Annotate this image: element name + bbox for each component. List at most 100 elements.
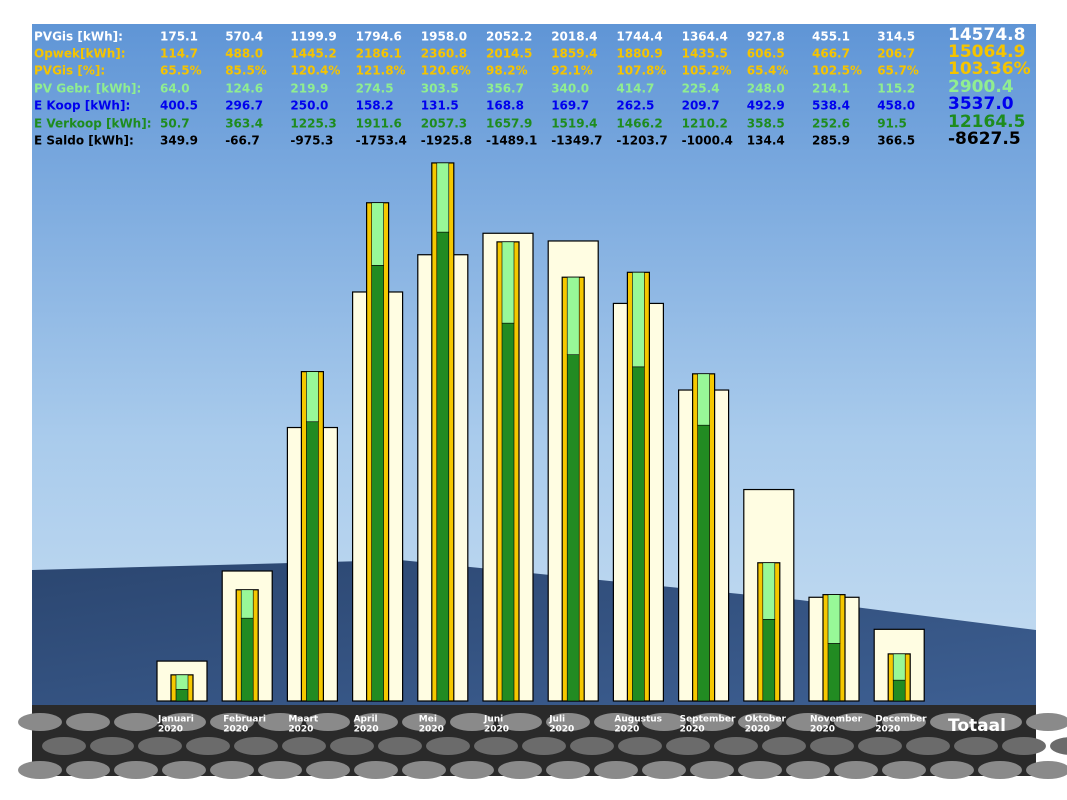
x-tick-sublabel: 2020 <box>614 725 639 735</box>
cell-value: 2360.8 <box>421 47 467 61</box>
cell-value: 168.8 <box>486 99 524 113</box>
tile <box>978 713 1022 731</box>
cell-value: 65.4% <box>747 64 789 78</box>
cell-value: 114.7 <box>160 47 198 61</box>
stack-bar <box>240 617 254 702</box>
tile <box>354 713 398 731</box>
tile <box>1002 737 1046 755</box>
cell-value: 466.7 <box>812 47 850 61</box>
x-tick-label: Augustus <box>614 715 662 725</box>
cell-value: 1744.4 <box>616 30 662 44</box>
cell-value: 363.4 <box>225 117 263 131</box>
cell-value: 2052.2 <box>486 30 532 44</box>
stack-bar <box>697 373 710 426</box>
x-tick-sublabel: 2020 <box>158 725 183 735</box>
cell-value: 358.5 <box>747 117 785 131</box>
cell-value: 340.0 <box>551 82 589 96</box>
stack-bar <box>501 322 515 702</box>
tile <box>810 737 854 755</box>
cell-value: 98.2% <box>486 64 528 78</box>
cell-value: 252.6 <box>812 117 850 131</box>
tile <box>378 737 422 755</box>
tile <box>162 713 206 731</box>
cell-value: 2014.5 <box>486 47 532 61</box>
cell-value: 219.9 <box>290 82 328 96</box>
cell-value: 102.5% <box>812 64 862 78</box>
cell-value: 927.8 <box>747 30 785 44</box>
tile <box>1026 761 1067 779</box>
row-label: PVGis [%]: <box>34 64 105 78</box>
cell-value: 303.5 <box>421 82 459 96</box>
stack-bar <box>306 421 319 702</box>
cell-value: 65.5% <box>160 64 202 78</box>
cell-value: 169.7 <box>551 99 589 113</box>
row-total: 103.36% <box>948 59 1031 79</box>
row-total: 12164.5 <box>948 112 1025 132</box>
tile <box>138 737 182 755</box>
cell-value: 400.5 <box>160 99 198 113</box>
cell-value: 262.5 <box>616 99 654 113</box>
stack-bar <box>501 241 515 324</box>
stack-bar <box>175 674 189 690</box>
tile <box>690 761 734 779</box>
cell-value: 120.6% <box>421 64 471 78</box>
stack-bar <box>762 618 776 702</box>
tile <box>762 737 806 755</box>
cell-value: 248.0 <box>747 82 785 96</box>
x-tick-label: Februari <box>223 715 266 725</box>
tile <box>1026 713 1067 731</box>
tile <box>450 713 494 731</box>
cell-value: 2057.3 <box>421 117 467 131</box>
tile <box>42 737 86 755</box>
x-tick-sublabel: 2020 <box>680 725 705 735</box>
stack-bar <box>240 589 254 619</box>
cell-value: 1519.4 <box>551 117 597 131</box>
cell-value: 570.4 <box>225 30 263 44</box>
stack-bar <box>762 562 776 620</box>
cell-value: 1958.0 <box>421 30 467 44</box>
row-total: 15064.9 <box>948 42 1025 62</box>
cell-value: -1489.1 <box>486 134 537 148</box>
x-tick-sublabel: 2020 <box>484 725 509 735</box>
stack-bar <box>827 594 841 644</box>
cell-value: 214.1 <box>812 82 850 96</box>
tile <box>786 713 830 731</box>
stack-bar <box>306 371 319 423</box>
tile <box>162 761 206 779</box>
stack-bar <box>566 354 580 702</box>
x-tick-label: Oktober <box>745 715 787 725</box>
tile <box>786 761 830 779</box>
tile <box>690 713 734 731</box>
tile <box>666 737 710 755</box>
cell-value: -1000.4 <box>682 134 733 148</box>
cell-value: 366.5 <box>877 134 915 148</box>
cell-value: 296.7 <box>225 99 263 113</box>
tile <box>66 713 110 731</box>
cell-value: 458.0 <box>877 99 915 113</box>
stack-bar <box>632 272 645 368</box>
stack-bar <box>436 162 450 233</box>
cell-value: 131.5 <box>421 99 459 113</box>
cell-value: 124.6 <box>225 82 263 96</box>
row-label: E Saldo [kWh]: <box>34 134 134 148</box>
x-tick-label: Januari <box>157 715 194 725</box>
row-label: PV Gebr. [kWh]: <box>34 82 141 96</box>
cell-value: 285.9 <box>812 134 850 148</box>
stack-bar <box>827 643 841 702</box>
x-tick-label: Juni <box>483 715 503 725</box>
cell-value: 115.2 <box>877 82 915 96</box>
cell-value: 107.8% <box>616 64 666 78</box>
cell-value: 1225.3 <box>290 117 336 131</box>
tile <box>114 713 158 731</box>
cell-value: 91.5 <box>877 117 907 131</box>
row-label: E Koop [kWh]: <box>34 99 130 113</box>
tile <box>906 737 950 755</box>
cell-value: 206.7 <box>877 47 915 61</box>
cell-value: 274.5 <box>356 82 394 96</box>
cell-value: -66.7 <box>225 134 260 148</box>
cell-value: 158.2 <box>356 99 394 113</box>
cell-value: 1794.6 <box>356 30 402 44</box>
tile <box>306 761 350 779</box>
